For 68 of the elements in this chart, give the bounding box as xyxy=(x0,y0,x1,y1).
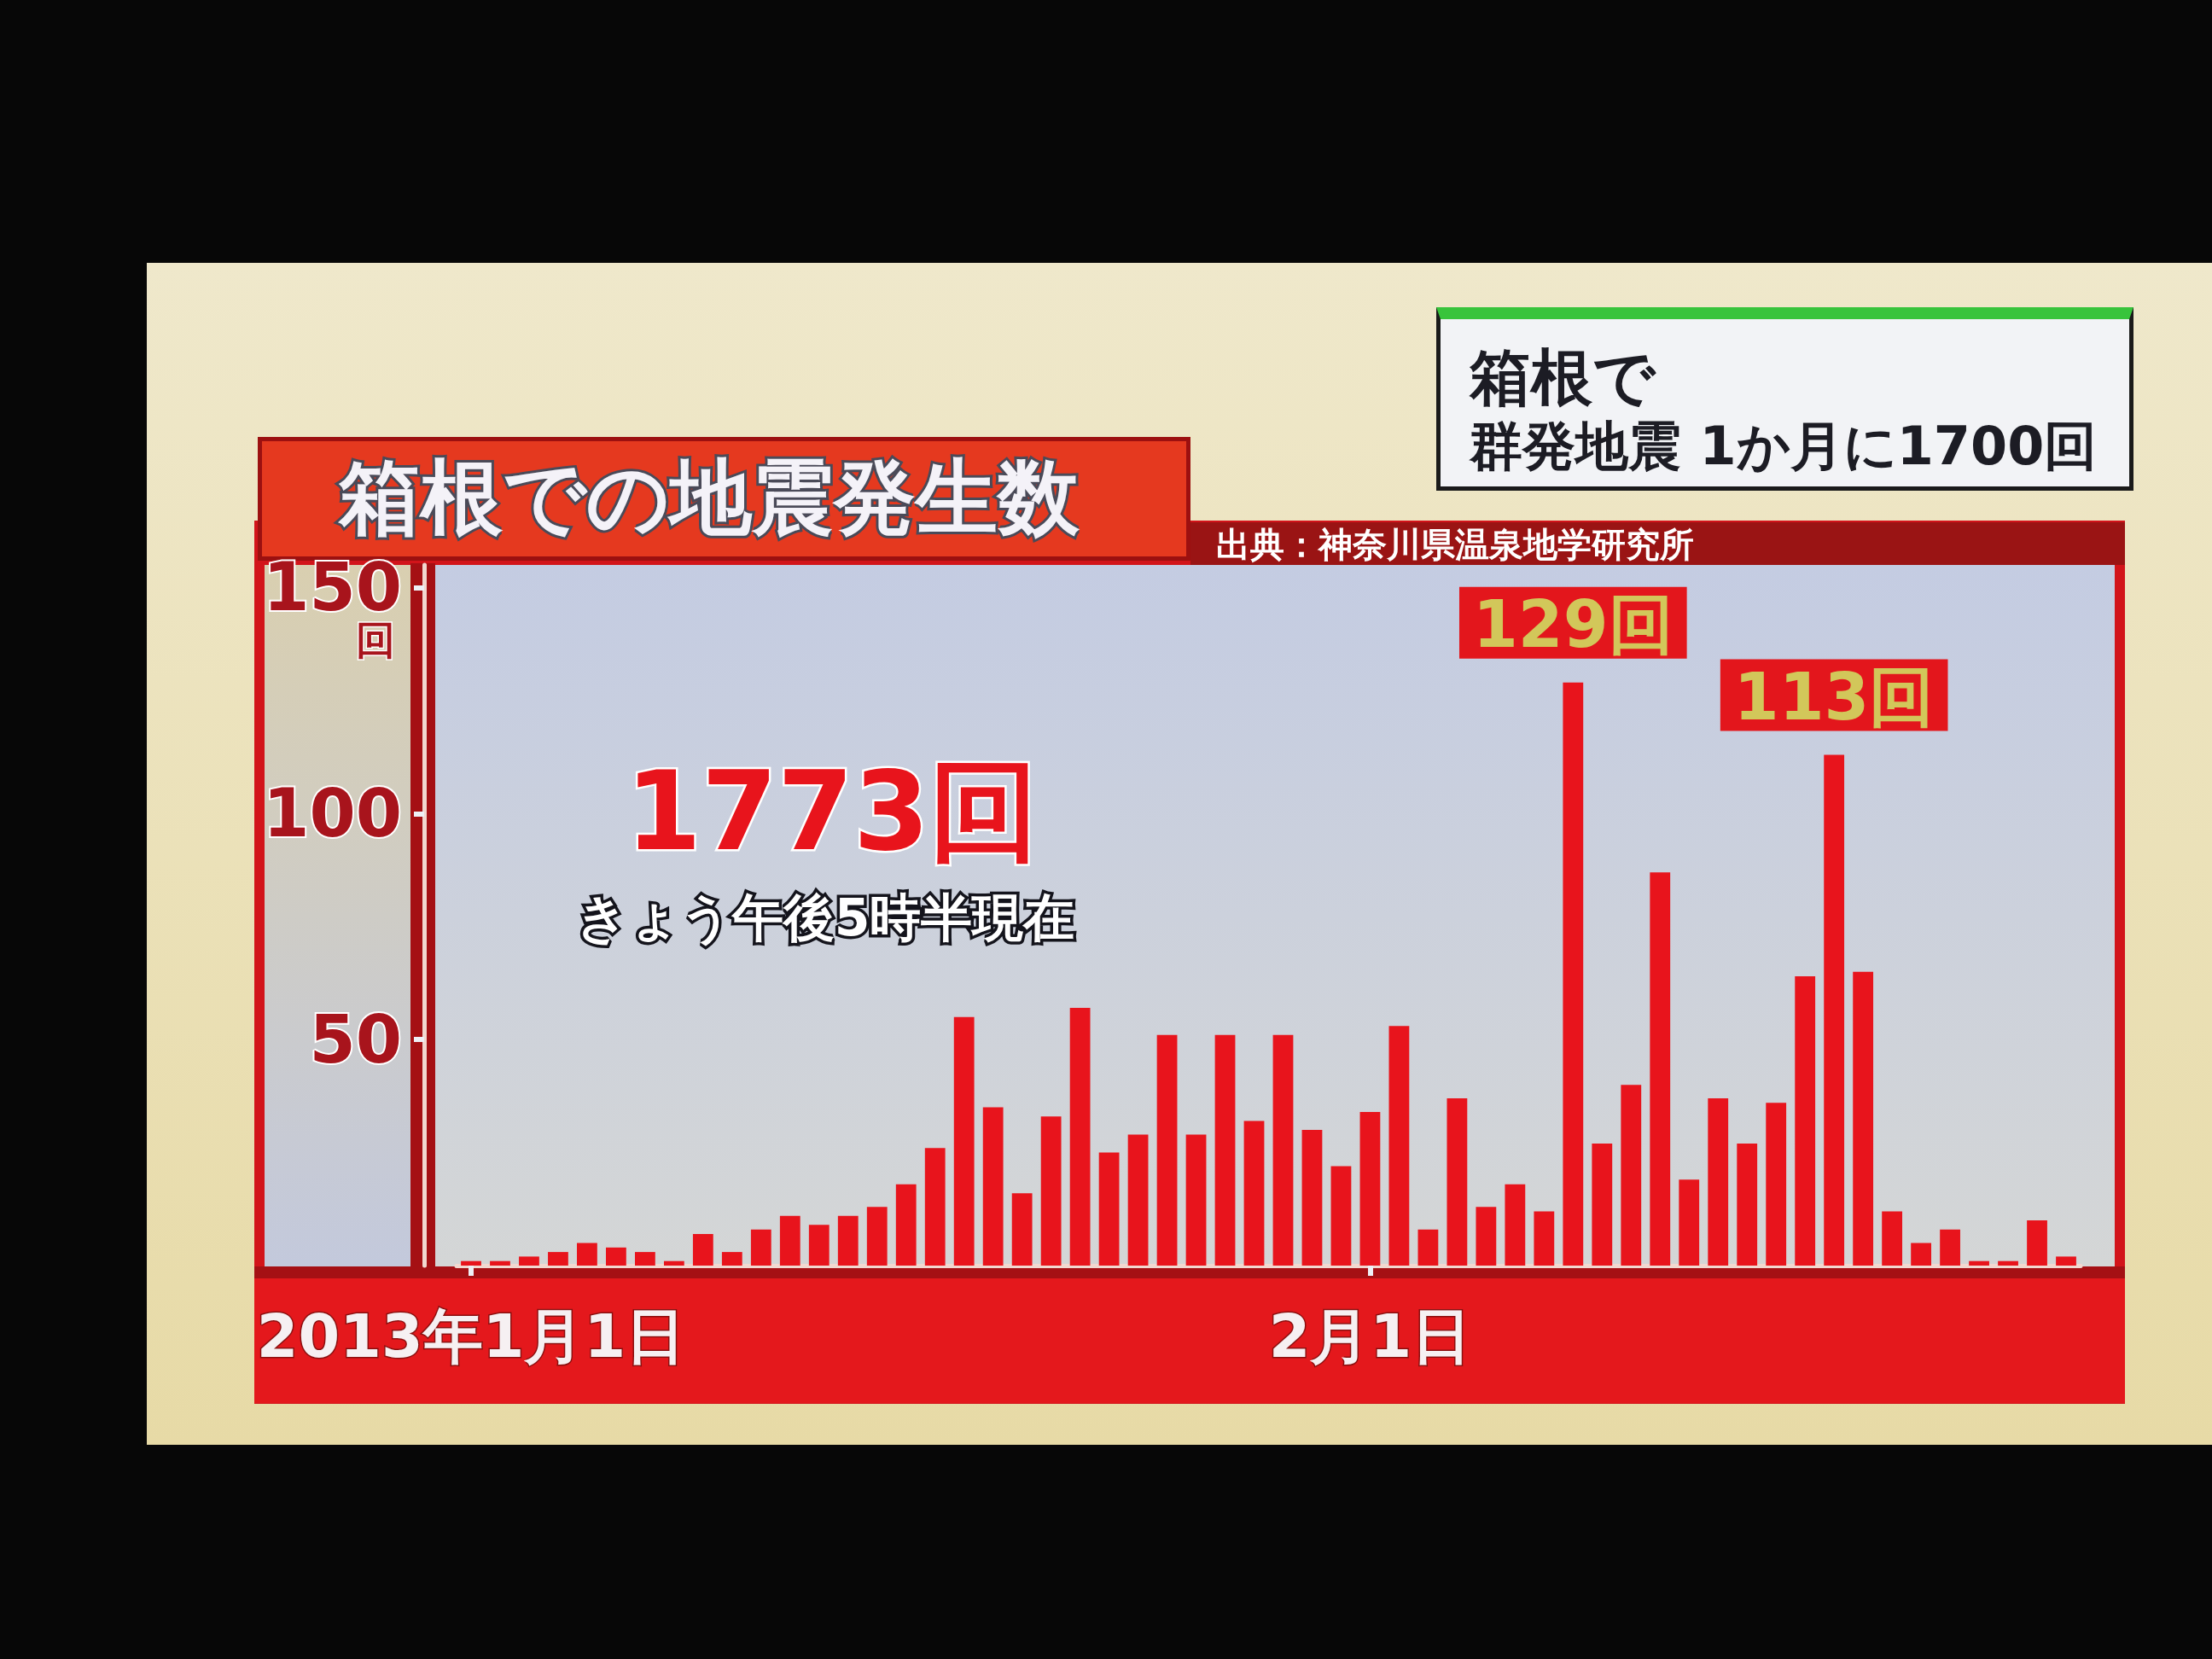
bar xyxy=(1998,1260,2018,1266)
x-tick-label: 2013年1月1日 xyxy=(256,1301,686,1371)
bar xyxy=(606,1247,626,1266)
bar xyxy=(1534,1211,1555,1266)
bar xyxy=(2056,1256,2076,1266)
bar xyxy=(1417,1229,1439,1266)
bar xyxy=(1766,1103,1787,1266)
data-label: 129回 xyxy=(1472,586,1674,663)
bar xyxy=(1563,682,1584,1266)
bar xyxy=(1737,1143,1758,1266)
chart-title: 箱根での地震発生数 xyxy=(338,450,1080,545)
data-label: 113回 xyxy=(1733,658,1935,735)
bar xyxy=(1911,1243,1931,1266)
bar xyxy=(1330,1166,1352,1266)
bar xyxy=(779,1215,800,1266)
bar xyxy=(982,1107,1004,1266)
bar xyxy=(924,1148,946,1266)
bar xyxy=(866,1207,888,1266)
bar xyxy=(837,1215,859,1266)
bar xyxy=(808,1225,830,1266)
bar xyxy=(1476,1207,1497,1266)
bar xyxy=(1156,1034,1178,1266)
bar xyxy=(1359,1111,1381,1266)
bar xyxy=(1069,1008,1091,1266)
bar xyxy=(1592,1143,1613,1266)
source-note: 出典：神奈川県温泉地学研究所 xyxy=(1216,525,1694,564)
bar xyxy=(1940,1229,1960,1266)
bar xyxy=(1040,1116,1062,1266)
bar xyxy=(1185,1134,1207,1266)
x-tick-label: 2月1日 xyxy=(1268,1301,1472,1371)
bar xyxy=(577,1243,597,1266)
annotation: 1773回 xyxy=(625,747,1039,875)
annotation: きょう午後5時半現在 xyxy=(575,888,1075,947)
bar xyxy=(634,1252,655,1266)
bar xyxy=(953,1016,975,1266)
bar xyxy=(895,1184,917,1266)
bar xyxy=(1882,1211,1903,1266)
bar xyxy=(721,1252,742,1266)
bar xyxy=(1824,754,1845,1266)
bar xyxy=(519,1256,539,1266)
bar xyxy=(1969,1260,1989,1266)
bar xyxy=(1853,971,1874,1266)
bar xyxy=(1098,1152,1120,1266)
bar xyxy=(548,1252,568,1266)
bar xyxy=(1388,1026,1410,1266)
text: 群発地震 1か月に1700回 xyxy=(1469,414,2098,477)
bar xyxy=(663,1260,684,1266)
y-tick-label: 50 xyxy=(309,1001,402,1079)
text: 箱根で xyxy=(1469,341,1656,413)
bar xyxy=(2027,1220,2047,1266)
bar xyxy=(1272,1034,1294,1266)
bar xyxy=(1621,1085,1642,1266)
bar xyxy=(1650,872,1671,1266)
bar xyxy=(1011,1193,1033,1266)
bar xyxy=(1708,1098,1729,1266)
bar xyxy=(1447,1098,1468,1266)
y-tick-label: 100 xyxy=(263,775,402,853)
bar xyxy=(1127,1134,1149,1266)
bar xyxy=(1243,1121,1265,1266)
bar xyxy=(1795,976,1816,1266)
bar xyxy=(490,1260,510,1266)
bar xyxy=(1505,1184,1526,1266)
bar xyxy=(1679,1179,1700,1266)
bar xyxy=(1214,1034,1236,1266)
bar xyxy=(692,1233,713,1266)
bar xyxy=(461,1260,481,1266)
bar xyxy=(750,1229,771,1266)
bar xyxy=(1301,1130,1323,1266)
